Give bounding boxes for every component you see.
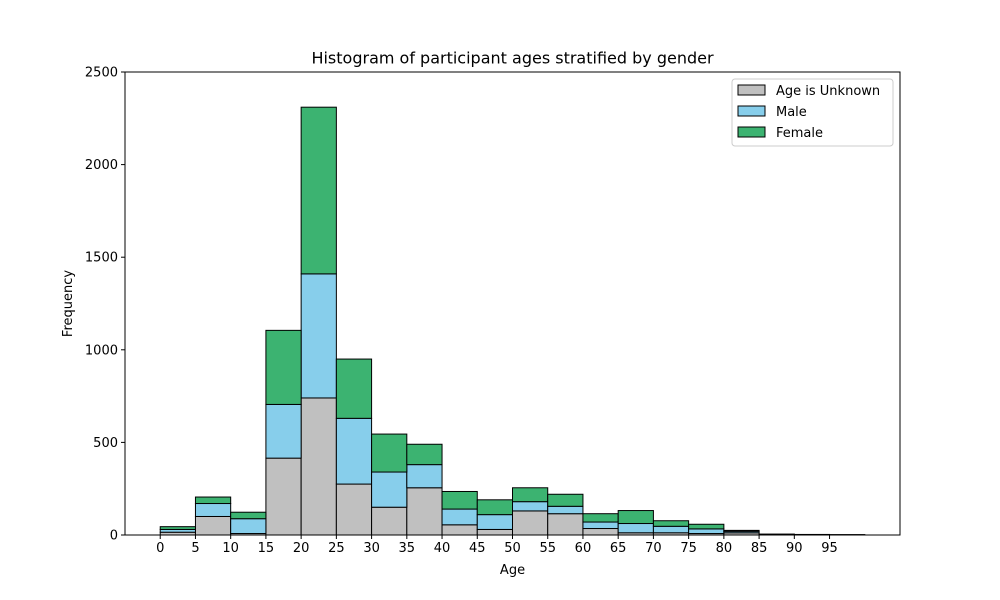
legend-swatch-male (737, 105, 766, 117)
bar-age-is-unknown-15 (265, 457, 302, 536)
bar-age-is-unknown-40 (441, 524, 478, 536)
bar-male-60 (582, 521, 619, 530)
bars-layer (159, 106, 866, 536)
bar-female-80 (723, 529, 760, 532)
y-tick-label: 2000 (85, 158, 118, 173)
bar-age-is-unknown-60 (582, 528, 619, 536)
bar-male-30 (371, 471, 408, 508)
bar-female-50 (512, 487, 549, 503)
bar-male-40 (441, 508, 478, 526)
x-tick-label: 45 (469, 541, 486, 556)
bar-female-60 (582, 513, 619, 523)
bar-female-45 (476, 499, 514, 516)
bar-female-0 (159, 526, 196, 530)
x-tick-label: 70 (645, 541, 662, 556)
bar-male-15 (265, 403, 302, 459)
bar-age-is-unknown-55 (547, 513, 584, 536)
bar-male-35 (406, 464, 443, 489)
bar-age-is-unknown-35 (406, 487, 443, 536)
bar-female-30 (371, 433, 408, 473)
x-tick-label: 80 (716, 541, 733, 556)
x-axis-label: Age (500, 563, 525, 578)
bar-male-25 (335, 417, 373, 485)
x-tick-label: 40 (434, 541, 451, 556)
bar-female-55 (547, 493, 584, 507)
x-tick-label: 25 (328, 541, 345, 556)
bar-female-15 (265, 329, 302, 405)
bar-female-20 (300, 106, 337, 275)
y-tick-label: 2500 (85, 66, 118, 81)
x-tick-label: 5 (191, 541, 199, 556)
x-tick-label: 15 (258, 541, 275, 556)
bar-female-70 (652, 520, 690, 527)
x-tick-label: 90 (786, 541, 803, 556)
bar-male-5 (194, 503, 232, 517)
bar-male-10 (230, 518, 267, 535)
axes-layer: 0 5 10 15 20 25 30 35 40 45 50 55 60 65 70 75 80 85 90 95 0 5… (85, 66, 901, 556)
bar-female-75 (688, 523, 725, 530)
x-tick-label: 95 (821, 541, 838, 556)
bar-age-is-unknown-20 (300, 397, 337, 536)
bar-age-is-unknown-25 (335, 483, 373, 536)
x-tick-label: 20 (293, 541, 310, 556)
legend-label-age-is-unknown: Age is Unknown (776, 84, 880, 99)
legend-swatch-female (737, 126, 766, 138)
bar-female-10 (230, 511, 267, 520)
bar-age-is-unknown-5 (194, 515, 232, 536)
x-tick-label: 10 (222, 541, 239, 556)
bar-male-20 (300, 273, 337, 399)
bar-male-70 (652, 525, 690, 534)
y-tick-label: 1000 (85, 343, 118, 358)
chart-title: Histogram of participant ages stratified… (311, 49, 714, 68)
bar-age-is-unknown-45 (476, 528, 514, 536)
bar-female-65 (617, 510, 654, 525)
bar-age-is-unknown-30 (371, 506, 408, 536)
x-tick-label: 75 (680, 541, 697, 556)
x-tick-label: 65 (610, 541, 627, 556)
bar-male-50 (512, 501, 549, 512)
x-tick-label: 35 (399, 541, 416, 556)
bar-female-35 (406, 443, 443, 466)
bar-male-55 (547, 505, 584, 515)
y-tick-label: 1500 (85, 251, 118, 266)
legend-label-male: Male (776, 105, 807, 120)
bar-female-40 (441, 490, 478, 510)
bar-female-25 (335, 358, 373, 419)
bar-male-65 (617, 523, 654, 534)
bar-male-75 (688, 528, 725, 535)
legend-swatch-age-is-unknown (737, 84, 766, 96)
bar-male-45 (476, 514, 514, 530)
x-tick-label: 30 (363, 541, 380, 556)
legend: Age is Unknown Male Female (731, 78, 894, 147)
legend-label-female: Female (776, 126, 823, 141)
bar-female-5 (194, 496, 232, 505)
y-tick-label: 500 (93, 436, 118, 451)
y-tick-label: 0 (110, 529, 118, 544)
y-axis-label: Frequency (61, 270, 76, 337)
x-tick-label: 60 (575, 541, 592, 556)
x-tick-label: 50 (504, 541, 521, 556)
x-tick-label: 55 (539, 541, 556, 556)
bar-age-is-unknown-50 (512, 510, 549, 536)
x-tick-label: 85 (751, 541, 768, 556)
x-tick-label: 0 (156, 541, 164, 556)
legend-box (731, 78, 894, 147)
